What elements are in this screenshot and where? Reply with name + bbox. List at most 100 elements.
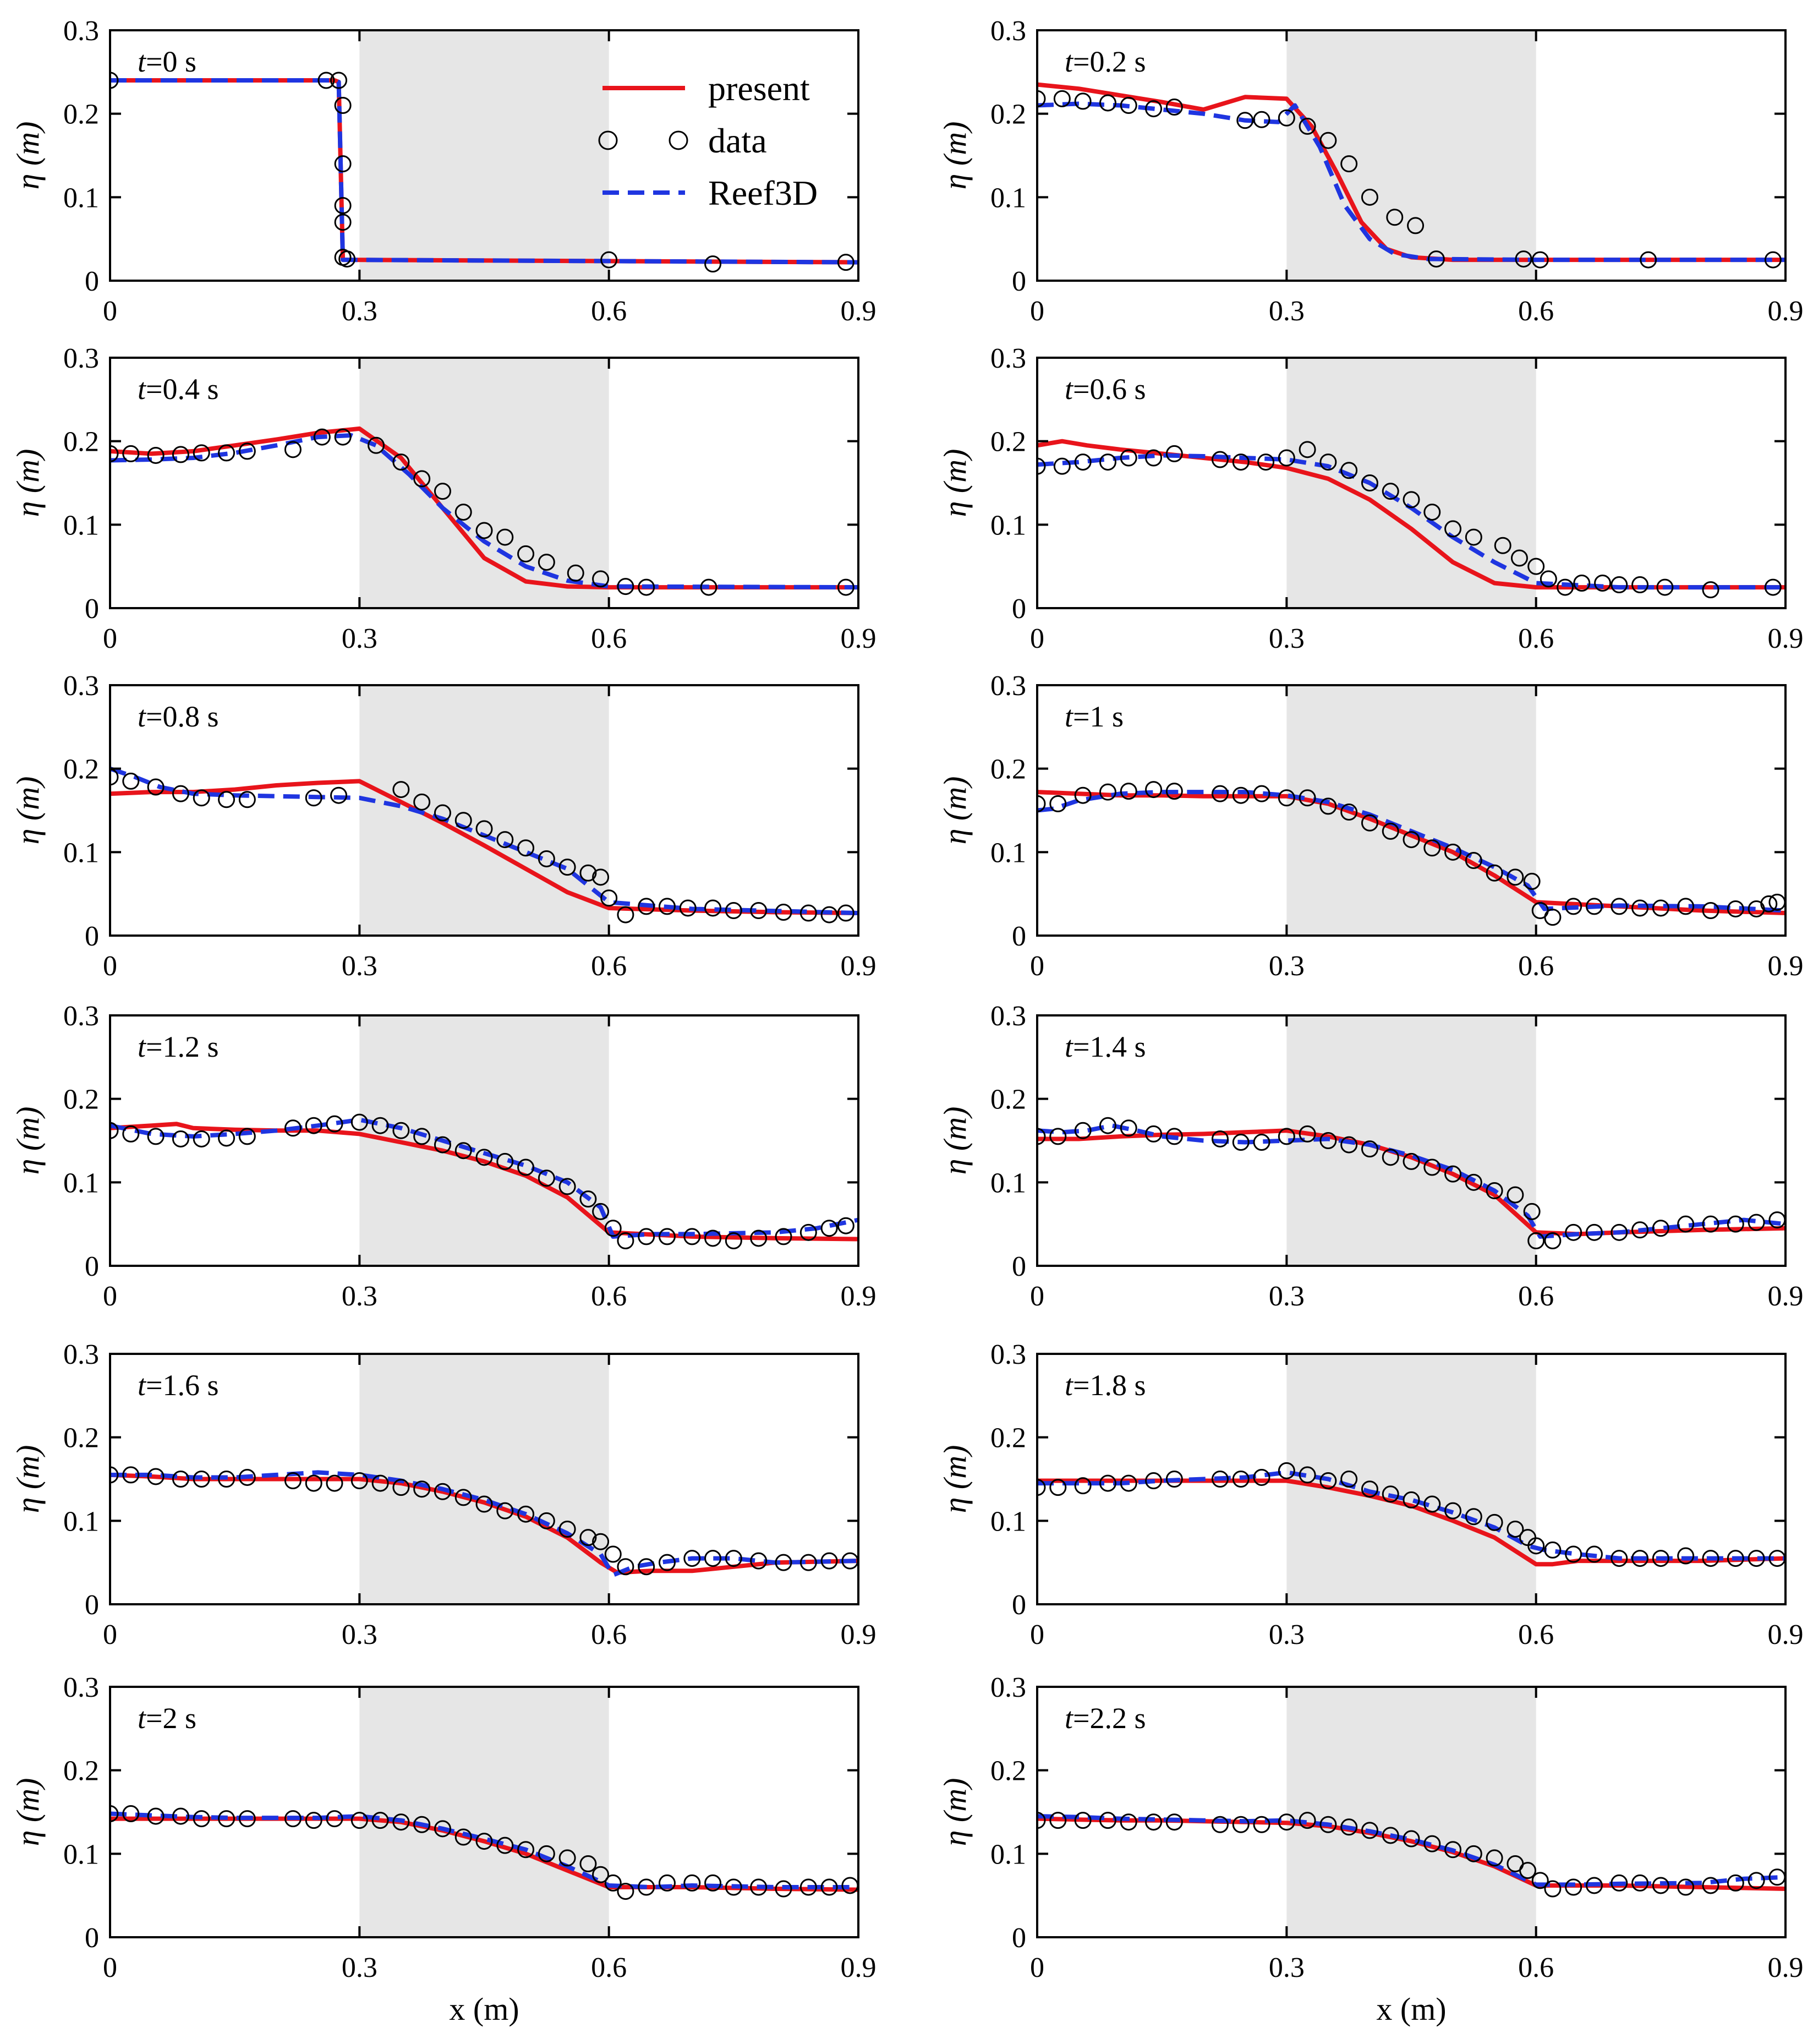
data-point — [1423, 1835, 1441, 1852]
x-tick-label: 0.3 — [342, 1619, 377, 1650]
y-axis-label: η (m) — [937, 1445, 973, 1513]
data-point — [454, 504, 472, 521]
data-point — [1631, 899, 1649, 917]
data-point — [413, 793, 431, 811]
data-point — [579, 1529, 597, 1546]
data-point — [1074, 1477, 1092, 1495]
data-point — [434, 804, 451, 822]
data-point — [1407, 217, 1425, 234]
data-point — [775, 1880, 792, 1898]
data-point — [1531, 1872, 1549, 1889]
data-point — [750, 1878, 768, 1896]
data-point — [1748, 1872, 1765, 1889]
data-point — [1423, 1158, 1441, 1176]
data-point — [1557, 578, 1574, 596]
data-point — [658, 898, 676, 915]
panel-title: t=1 s — [1065, 700, 1124, 733]
data-point — [1585, 898, 1603, 915]
data-point — [1099, 453, 1116, 471]
y-tick-label: 0.2 — [63, 1423, 99, 1454]
data-point — [454, 1489, 472, 1506]
data-point — [638, 1228, 655, 1245]
data-point — [604, 1874, 622, 1892]
data-point — [799, 1878, 817, 1896]
data-point — [434, 1820, 451, 1838]
data-point — [1760, 895, 1778, 912]
x-tick-label: 0.3 — [1269, 1619, 1305, 1650]
data-point — [496, 831, 514, 849]
y-tick-label: 0.3 — [990, 1339, 1026, 1370]
data-point — [683, 1550, 701, 1567]
data-point — [1211, 1816, 1229, 1833]
data-point — [1494, 537, 1511, 554]
y-tick-label: 0.2 — [990, 99, 1026, 130]
data-point — [1319, 453, 1337, 471]
panel-6: 0 0.3 0.6 0.9 0 0.1 0.2 0.3 η (m) t=1 s — [937, 670, 1804, 982]
panel-title: t=0.6 s — [1065, 373, 1146, 406]
data-point — [1165, 783, 1183, 800]
panel-4: 0 0.3 0.6 0.9 0 0.1 0.2 0.3 η (m) t=0.6 s — [937, 343, 1804, 654]
data-point — [1652, 899, 1669, 917]
data-point — [1319, 1816, 1337, 1833]
legend: present data Reef3D — [598, 69, 818, 212]
x-tick-label: 0.9 — [841, 1619, 877, 1650]
data-point — [617, 906, 634, 923]
data-point — [1702, 1550, 1719, 1567]
data-point — [475, 1833, 493, 1850]
data-point — [1677, 1547, 1695, 1565]
data-point — [592, 570, 610, 588]
y-tick-label: 0 — [85, 593, 99, 625]
data-point — [1074, 786, 1092, 804]
y-tick-label: 0.3 — [990, 1672, 1026, 1703]
data-point — [218, 791, 235, 808]
panel-8: 0 0.3 0.6 0.9 0 0.1 0.2 0.3 η (m) t=1.4 s — [937, 1001, 1804, 1312]
data-point — [1053, 457, 1071, 475]
data-point — [638, 898, 655, 915]
y-axis-label: η (m) — [937, 1778, 973, 1846]
data-point — [679, 899, 697, 917]
data-point — [193, 1471, 210, 1488]
panel-title: t=0.4 s — [138, 373, 218, 406]
data-point — [1382, 1149, 1399, 1166]
data-point — [496, 1837, 514, 1854]
x-tick-label: 0.6 — [1518, 296, 1554, 327]
panel-title: t=2 s — [138, 1702, 196, 1735]
data-point — [238, 1468, 256, 1486]
x-tick-label: 0.6 — [1518, 950, 1554, 982]
data-point — [1652, 1877, 1669, 1894]
panel-title: t=2.2 s — [1065, 1702, 1146, 1735]
data-point — [147, 1128, 165, 1145]
panel-9: 0 0.3 0.6 0.9 0 0.1 0.2 0.3 η (m) t=1.6 s — [10, 1339, 877, 1650]
y-tick-label: 0 — [1012, 266, 1026, 297]
x-tick-label: 0.6 — [591, 1619, 627, 1650]
data-point — [1386, 209, 1404, 226]
data-point — [1361, 1480, 1378, 1498]
data-point — [1299, 441, 1316, 458]
data-point — [704, 255, 722, 273]
x-tick-label: 0.3 — [342, 950, 377, 982]
data-point — [392, 1813, 410, 1831]
y-tick-label: 0 — [85, 1589, 99, 1621]
data-point — [475, 522, 493, 539]
data-point — [750, 1229, 768, 1247]
data-point — [1444, 1502, 1462, 1520]
data-point — [475, 1495, 493, 1513]
data-point — [122, 772, 140, 790]
data-point — [1232, 1471, 1250, 1488]
data-point — [567, 564, 584, 582]
x-tick-label: 0.6 — [1518, 1619, 1554, 1650]
x-tick-label: 0.9 — [1768, 623, 1804, 654]
x-tick-label: 0.9 — [1768, 1619, 1804, 1650]
data-point — [172, 785, 189, 802]
data-point — [110, 1466, 119, 1484]
data-point — [638, 578, 655, 596]
data-point — [371, 1117, 389, 1134]
data-point — [638, 1558, 655, 1576]
data-point — [1049, 1479, 1067, 1496]
y-tick-label: 0.3 — [63, 1672, 99, 1703]
x-tick-label: 0.3 — [1269, 623, 1305, 654]
x-tick-label: 0.9 — [841, 1952, 877, 1983]
data-point — [1486, 1849, 1503, 1867]
data-point — [1382, 1485, 1399, 1503]
present-line — [1037, 790, 1785, 915]
